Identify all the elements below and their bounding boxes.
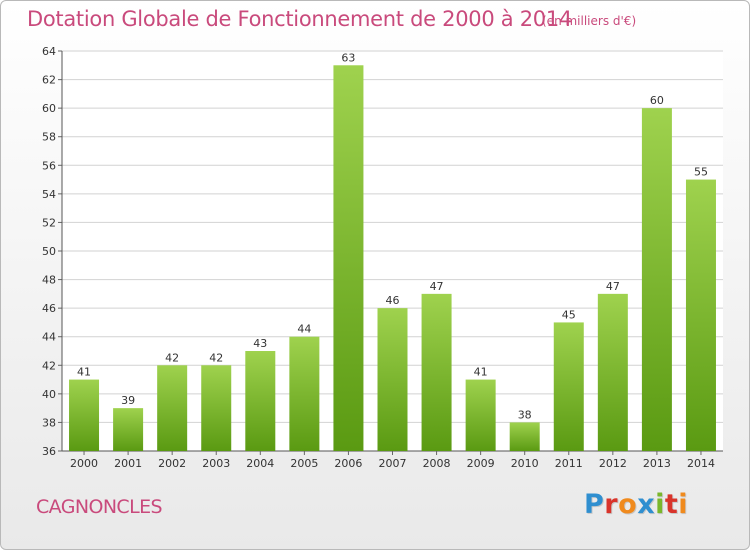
value-label: 41 <box>77 366 91 379</box>
value-label: 39 <box>121 394 135 407</box>
bar-2004 <box>245 351 276 451</box>
chart-unit: (en milliers d'€) <box>542 14 637 28</box>
logo-letter: i <box>655 489 665 520</box>
y-tick-label: 52 <box>42 216 56 229</box>
bar-2000 <box>69 379 100 451</box>
value-label: 60 <box>650 94 664 107</box>
x-tick-label: 2002 <box>158 457 186 470</box>
y-tick-label: 54 <box>42 188 56 201</box>
chart-title: Dotation Globale de Fonctionnement de 20… <box>27 7 572 31</box>
x-tick-label: 2004 <box>246 457 274 470</box>
bar-2009 <box>465 379 496 451</box>
proxiti-logo: Proxiti <box>584 489 688 520</box>
bar-2014 <box>685 179 716 452</box>
x-tick-label: 2007 <box>379 457 407 470</box>
value-label: 63 <box>341 51 355 64</box>
bar-2001 <box>113 408 144 451</box>
bar-2011 <box>553 322 584 451</box>
logo-letter: i <box>678 489 689 520</box>
x-tick-label: 2010 <box>511 457 539 470</box>
value-label: 47 <box>430 280 444 293</box>
bar-2010 <box>509 422 540 451</box>
y-tick-label: 62 <box>42 74 56 87</box>
y-tick-label: 46 <box>42 302 56 315</box>
value-label: 42 <box>165 351 179 364</box>
x-tick-label: 2009 <box>467 457 495 470</box>
x-tick-label: 2014 <box>687 457 715 470</box>
value-label: 41 <box>474 366 488 379</box>
bar-2013 <box>641 108 672 452</box>
bar-2007 <box>377 308 408 451</box>
x-tick-label: 2001 <box>114 457 142 470</box>
commune-name: CAGNONCLES <box>36 496 163 518</box>
bar-2006 <box>333 65 364 452</box>
bar-2002 <box>157 365 188 451</box>
logo-letter: P <box>584 489 605 520</box>
value-label: 45 <box>562 308 576 321</box>
logo-letter: x <box>637 489 656 520</box>
y-tick-label: 58 <box>42 131 56 144</box>
y-tick-label: 36 <box>42 445 56 458</box>
bar-2003 <box>201 365 232 451</box>
y-tick-label: 64 <box>42 45 56 58</box>
logo-letter: r <box>604 489 619 520</box>
x-tick-label: 2005 <box>290 457 318 470</box>
value-label: 44 <box>297 323 311 336</box>
y-tick-label: 48 <box>42 274 56 287</box>
value-label: 38 <box>518 408 532 421</box>
value-label: 55 <box>694 166 708 179</box>
x-tick-label: 2008 <box>423 457 451 470</box>
value-label: 43 <box>253 337 267 350</box>
x-tick-label: 2012 <box>599 457 627 470</box>
value-label: 42 <box>209 351 223 364</box>
x-tick-label: 2003 <box>202 457 230 470</box>
bar-2012 <box>597 293 628 451</box>
y-tick-label: 40 <box>42 388 56 401</box>
y-tick-label: 38 <box>42 416 56 429</box>
x-tick-label: 2000 <box>70 457 98 470</box>
logo-letter: o <box>618 489 638 520</box>
x-tick-label: 2006 <box>334 457 362 470</box>
value-label: 47 <box>606 280 620 293</box>
y-tick-label: 60 <box>42 102 56 115</box>
y-tick-label: 50 <box>42 245 56 258</box>
y-tick-label: 44 <box>42 331 56 344</box>
bar-2005 <box>289 336 320 451</box>
logo-letter: t <box>664 489 679 520</box>
value-label: 46 <box>386 294 400 307</box>
y-tick-label: 42 <box>42 359 56 372</box>
y-tick-label: 56 <box>42 159 56 172</box>
bar-2008 <box>421 293 452 451</box>
x-tick-label: 2011 <box>555 457 583 470</box>
x-tick-label: 2013 <box>643 457 671 470</box>
